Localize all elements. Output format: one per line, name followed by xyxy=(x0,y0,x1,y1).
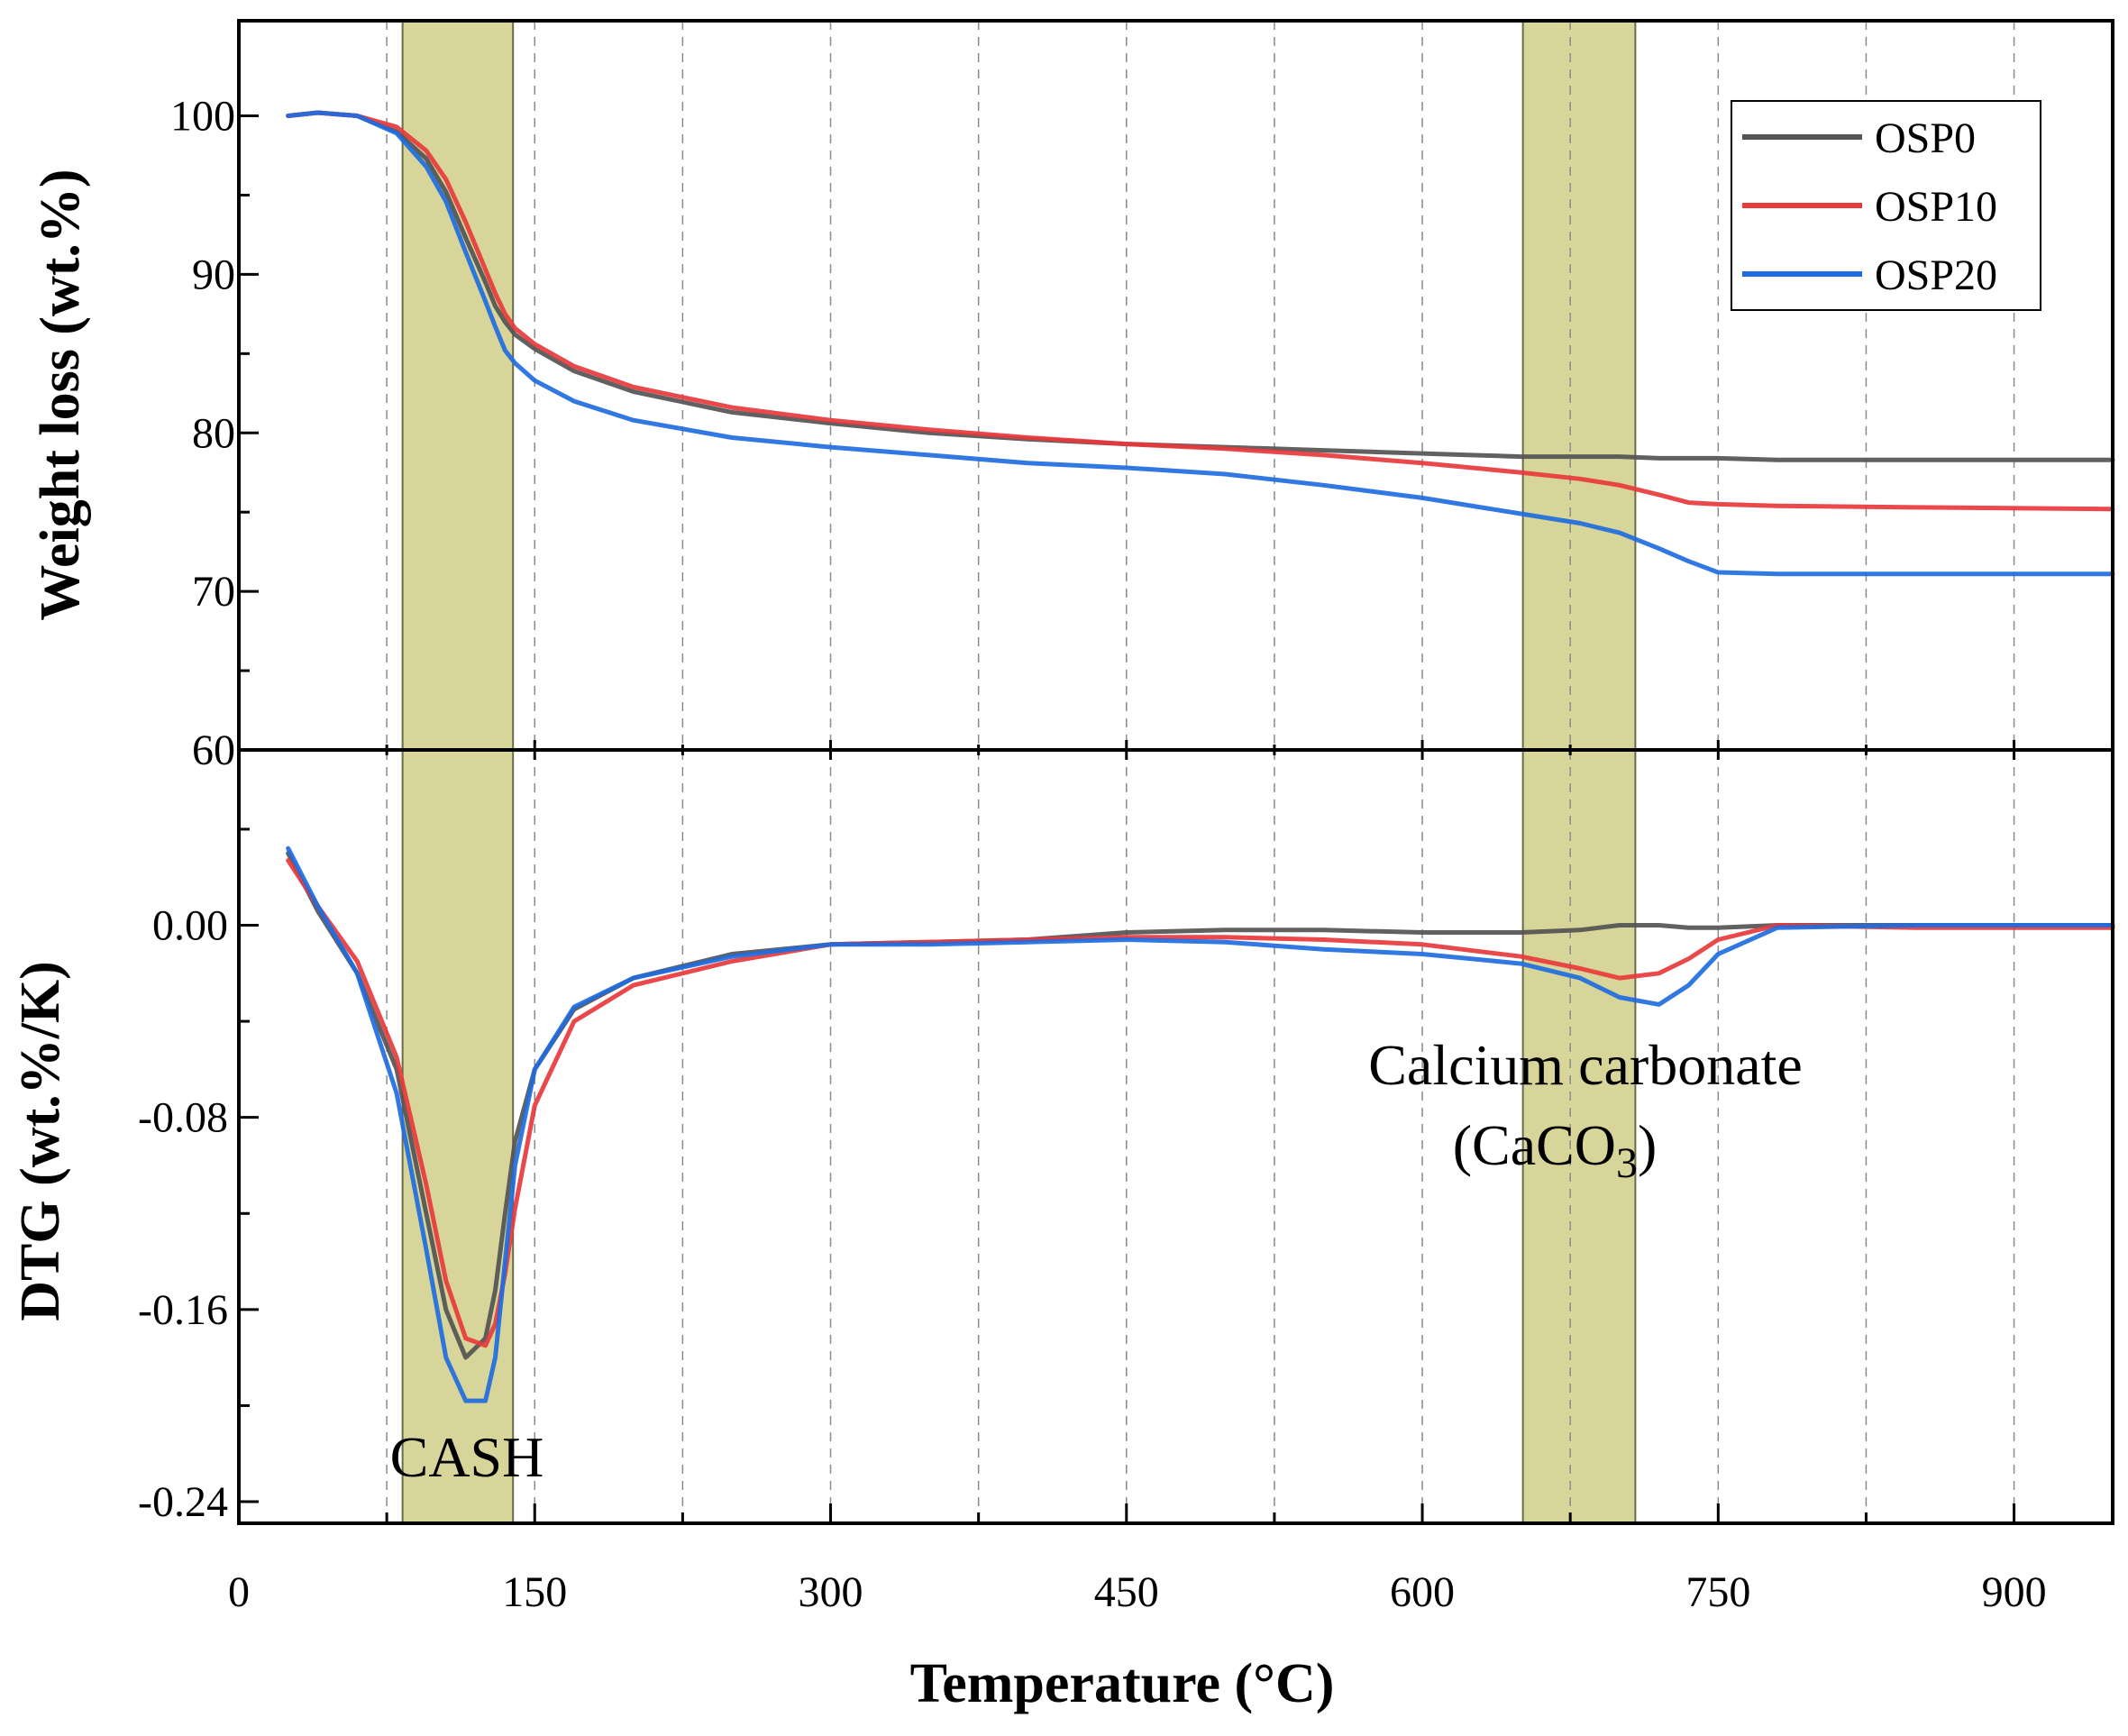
y-tick-label-weight-60: 60 xyxy=(192,726,235,774)
x-tick-label-0: 0 xyxy=(228,1568,250,1616)
legend: OSP0 OSP10 OSP20 xyxy=(1731,100,2041,311)
weight-loss-series-osp0 xyxy=(286,110,2115,462)
x-tick-label-450: 450 xyxy=(1094,1568,1159,1616)
y-tick-label-dtg--0.24: -0.24 xyxy=(138,1478,228,1526)
y-tick-label-dtg-0.00: 0.00 xyxy=(152,902,228,950)
annotation-cash: CASH xyxy=(390,1425,544,1489)
y-tick-label-weight-80: 80 xyxy=(192,409,235,457)
highlight-band-2 xyxy=(1521,20,1637,1524)
legend-label-osp10: OSP10 xyxy=(1875,183,1997,231)
annotation-caco3: (CaCO3) xyxy=(1453,1113,1658,1187)
x-tick-label-300: 300 xyxy=(799,1568,863,1616)
caco3-suffix: ) xyxy=(1638,1113,1657,1177)
dtg-series-osp0 xyxy=(286,851,2115,1360)
y-tick-label-weight-90: 90 xyxy=(192,251,235,298)
x-tick-label-600: 600 xyxy=(1390,1568,1455,1616)
bottom-panel-frame xyxy=(237,748,2114,1525)
x-tick-label-150: 150 xyxy=(502,1568,567,1616)
annotation-calcium-carbonate: Calcium carbonate xyxy=(1368,1033,1803,1097)
weight-loss-series-osp10 xyxy=(286,110,2115,512)
highlight-band-1 xyxy=(401,20,515,1524)
dtg-series-osp10 xyxy=(286,858,2115,1348)
y-tick-label-dtg--0.16: -0.16 xyxy=(138,1286,228,1334)
y-axis-title-dtg: DTG (wt.%/K) xyxy=(10,961,71,1321)
y-tick-label-weight-70: 70 xyxy=(192,568,235,616)
weight-loss-series-osp20 xyxy=(286,110,2115,577)
y-axis-title-weight-loss: Weight loss (wt.%) xyxy=(30,169,91,620)
legend-label-osp0: OSP0 xyxy=(1875,114,1976,162)
x-tick-label-900: 900 xyxy=(1982,1568,2047,1616)
x-tick-label-750: 750 xyxy=(1685,1568,1750,1616)
caco3-prefix: (CaCO xyxy=(1453,1113,1616,1177)
dtg-series-osp20 xyxy=(286,845,2115,1403)
x-axis-title: Temperature (°C) xyxy=(910,1653,1335,1714)
caco3-subscript: 3 xyxy=(1616,1139,1638,1187)
legend-label-osp20: OSP20 xyxy=(1875,251,1997,299)
y-tick-label-weight-100: 100 xyxy=(170,93,235,141)
y-tick-label-dtg--0.08: -0.08 xyxy=(138,1094,228,1142)
